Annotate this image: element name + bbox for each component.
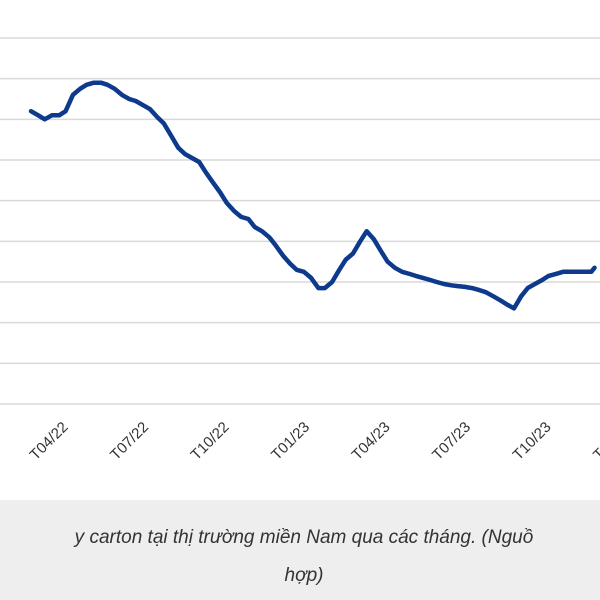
line-chart: T04/22 T07/22 T10/22 T01/23 T04/23 T07/23 T10/…: [0, 37, 600, 464]
x-tick-label: T01/23: [268, 419, 313, 464]
x-axis-ticks: T04/22 T07/22 T10/22 T01/23 T04/23 T07/23 T10/…: [27, 419, 600, 464]
x-tick-label: T10/22: [188, 419, 233, 464]
series-line: [28, 80, 597, 311]
caption-line-1: y carton tại thị trường miền Nam qua các…: [74, 527, 534, 548]
chart-area: T04/22 T07/22 T10/22 T01/23 T04/23 T07/23 T10/…: [0, 37, 600, 464]
x-tick-label: T04/22: [27, 419, 72, 464]
figure-caption: y carton tại thị trường miền Nam qua các…: [0, 500, 600, 600]
x-tick-label: T01/24: [590, 419, 600, 464]
x-tick-label: T07/22: [107, 419, 152, 464]
x-tick-label: T07/23: [429, 419, 474, 464]
x-tick-label: T10/23: [510, 419, 555, 464]
x-tick-label: T04/23: [349, 419, 394, 464]
caption-line-2: hợp): [284, 565, 324, 586]
series-layer: [28, 80, 597, 311]
caption-text: y carton tại thị trường miền Nam qua các…: [0, 519, 600, 595]
gridlines: [0, 37, 600, 405]
